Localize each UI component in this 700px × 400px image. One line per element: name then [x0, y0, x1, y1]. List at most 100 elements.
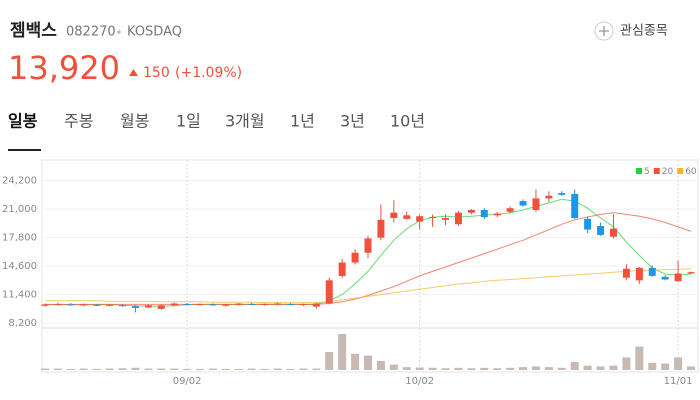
volume-bar: [221, 368, 230, 370]
candle-body: [144, 305, 152, 308]
watch-icon[interactable]: [594, 21, 614, 41]
volume-bar: [661, 363, 670, 370]
moving-average: [45, 268, 692, 304]
tab[interactable]: 3개월: [225, 112, 265, 131]
volume-bar: [92, 368, 101, 370]
candle-body: [274, 303, 282, 305]
candle-body: [248, 303, 256, 305]
tabs: 일봉 주봉 월봉 1일 3개월 1년 3년 10년: [8, 112, 425, 131]
volume-bar: [389, 364, 398, 370]
tab[interactable]: 10년: [390, 112, 425, 131]
candle-body: [687, 272, 695, 274]
market: KOSDAQ: [127, 25, 182, 40]
candle-body: [377, 219, 385, 238]
candle-body: [493, 213, 501, 216]
volume-bar: [157, 368, 166, 370]
volume-bar: [596, 366, 605, 370]
candle-body: [93, 304, 101, 306]
volume-bar: [583, 365, 592, 370]
volume-bar: [144, 368, 153, 370]
candle-body: [106, 304, 114, 306]
volume-bar: [351, 353, 360, 370]
volume-bar: [531, 366, 540, 370]
moving-average: [45, 212, 692, 305]
tab[interactable]: 월봉: [120, 112, 149, 131]
stock-code: 082270: [66, 25, 116, 40]
volume-bar: [79, 368, 88, 370]
candle-body: [67, 304, 75, 306]
change-percent: (+1.09%): [175, 65, 242, 81]
x-tick-label: 11/01: [664, 376, 693, 387]
volume-bar: [493, 368, 502, 370]
candle-body: [661, 276, 669, 280]
tab[interactable]: 3년: [340, 112, 365, 131]
candle-body: [571, 193, 579, 218]
candle-body: [183, 303, 191, 305]
stock-name: 젬백스: [10, 21, 57, 41]
candle-body: [506, 208, 514, 212]
candle-body: [80, 304, 88, 306]
legend-swatch: [653, 168, 660, 174]
tab[interactable]: 일봉: [8, 112, 38, 131]
volume-bar: [622, 357, 631, 370]
candle-body: [325, 280, 333, 304]
volume-bar: [131, 367, 140, 370]
volume-bar: [544, 367, 553, 370]
volume-bar: [570, 362, 579, 370]
volume-bar: [635, 346, 644, 370]
volume-bar: [105, 368, 114, 370]
volume-bar: [402, 367, 411, 370]
candle-body: [338, 262, 346, 276]
volume-bar: [648, 362, 657, 370]
candle-body: [364, 238, 372, 253]
volume-bar: [506, 367, 515, 370]
volume-bar: [467, 368, 476, 370]
volume-bar: [170, 368, 179, 370]
up-arrow: [129, 69, 138, 76]
volume-bar: [687, 366, 695, 370]
candle-body: [196, 303, 204, 305]
candle-body: [131, 306, 139, 308]
moving-average: [45, 198, 692, 307]
volume-bar: [247, 368, 256, 370]
separator-dot: [117, 30, 121, 34]
candle-body: [454, 212, 462, 225]
candle-body: [54, 303, 62, 305]
volume-bar: [674, 357, 683, 370]
tab[interactable]: 1일: [176, 112, 201, 131]
volume-bar: [208, 368, 217, 370]
volume-bar: [376, 361, 385, 370]
y-tick-label: 11,400: [2, 290, 37, 301]
legend-label: 60: [685, 167, 697, 177]
legend-swatch: [636, 168, 642, 174]
volume-bar: [66, 368, 75, 370]
candle-body: [674, 273, 682, 282]
candle-body: [532, 198, 540, 210]
volume-bar: [428, 367, 437, 370]
volume-bar: [183, 368, 192, 370]
candle-body: [442, 217, 450, 220]
candle-body: [312, 303, 320, 307]
volume-bar: [480, 367, 489, 370]
volume-bar: [118, 368, 127, 370]
tab[interactable]: 1년: [290, 112, 315, 131]
candle-body: [635, 267, 643, 281]
volume-bar: [364, 355, 372, 370]
legend-label: 20: [662, 167, 674, 177]
legend-label: 5: [644, 167, 650, 177]
y-tick-label: 14,600: [2, 261, 37, 272]
tab[interactable]: 주봉: [64, 112, 93, 131]
volume-bar: [53, 368, 62, 370]
candle-body: [41, 304, 49, 306]
candle-body: [390, 212, 398, 218]
y-tick-label: 24,200: [2, 176, 37, 187]
watch-button[interactable]: 관심종목: [620, 24, 668, 39]
candle-body: [157, 305, 165, 309]
volume-bar: [286, 368, 295, 370]
candle-body: [351, 252, 359, 263]
candle-body: [170, 303, 178, 306]
candle-body: [235, 303, 243, 305]
volume-bar: [519, 367, 528, 370]
